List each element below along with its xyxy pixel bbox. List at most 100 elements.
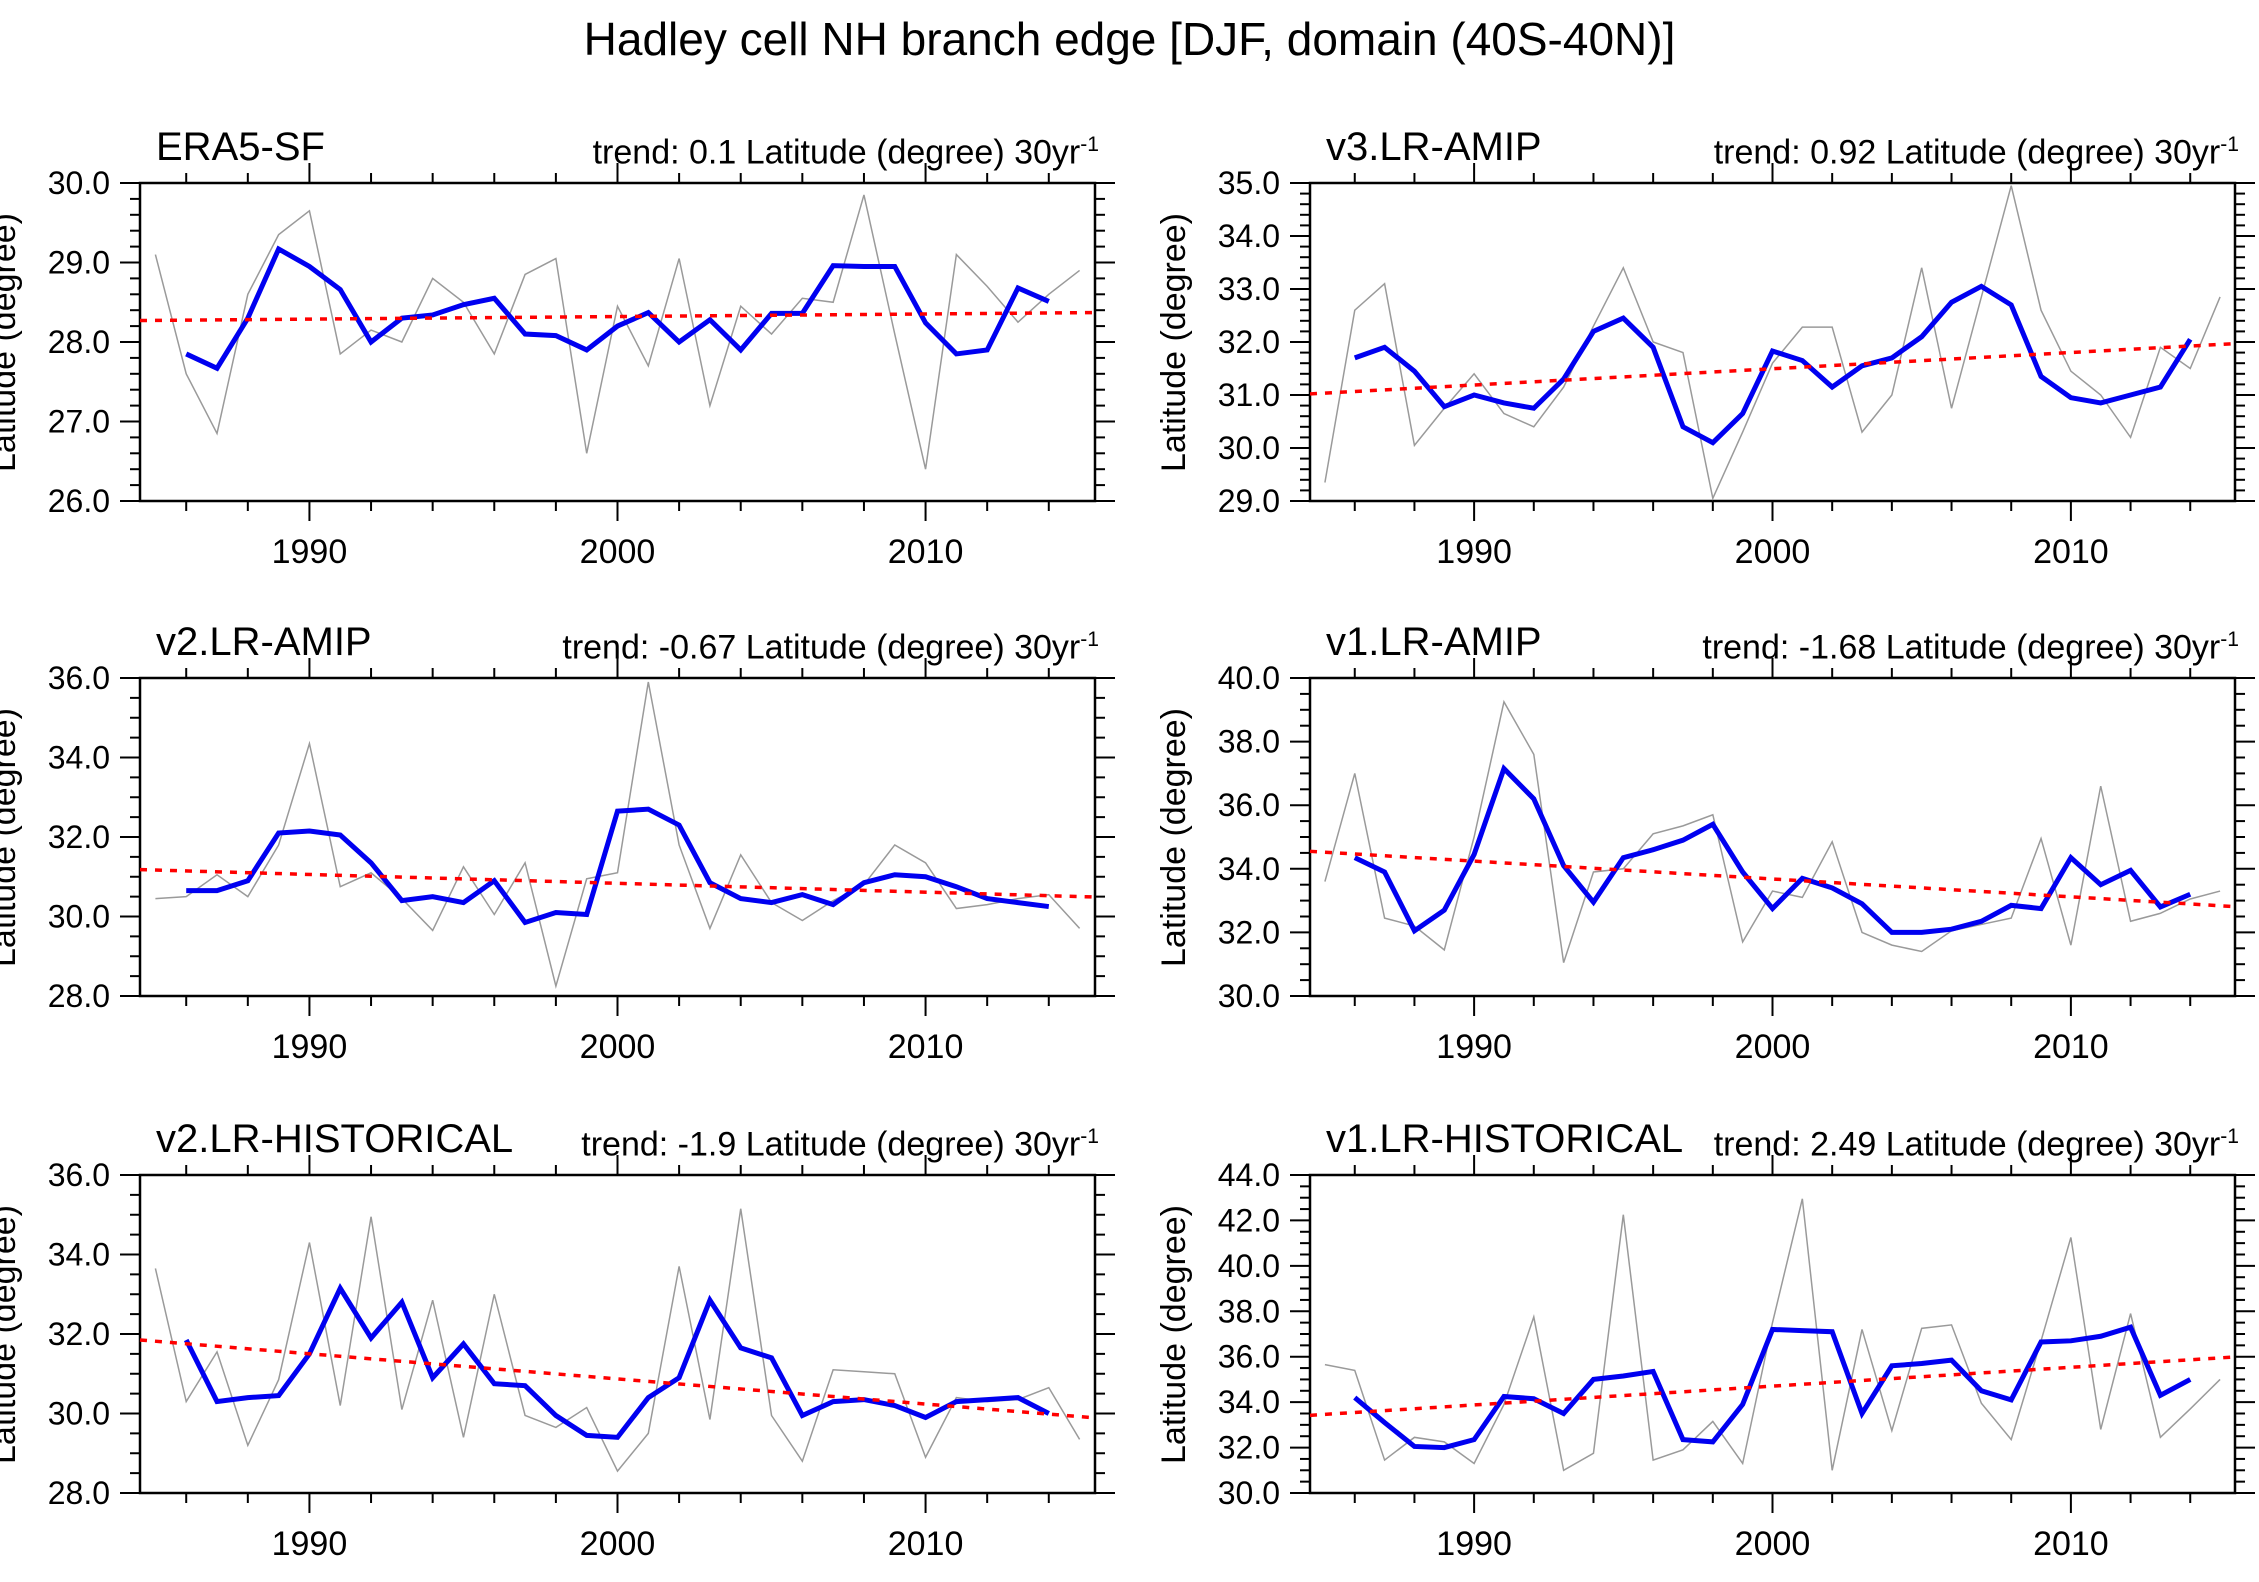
svg-text:36.0: 36.0 <box>1218 1339 1280 1375</box>
svg-text:2000: 2000 <box>580 1028 656 1066</box>
svg-text:36.0: 36.0 <box>48 660 110 696</box>
svg-text:30.0: 30.0 <box>48 165 110 201</box>
svg-text:30.0: 30.0 <box>1218 978 1280 1014</box>
panel-title: v2.LR-HISTORICAL <box>156 1117 514 1161</box>
svg-text:2000: 2000 <box>580 533 656 571</box>
series-5yr-running-mean <box>186 806 1050 926</box>
svg-text:31.0: 31.0 <box>1218 377 1280 413</box>
svg-text:30.0: 30.0 <box>48 1396 110 1432</box>
trend-text: trend: 2.49 Latitude (degree) 30yr <box>1713 1125 2221 1164</box>
svg-text:2000: 2000 <box>580 1525 656 1563</box>
panel-title: v1.LR-HISTORICAL <box>1326 1117 1684 1161</box>
trend-exponent: -1 <box>2220 628 2239 651</box>
plot-svg: 29.0 30.0 31.0 32.0 33.0 34.0 35.0 1990 2000 2010 <box>1218 163 2255 571</box>
svg-text:29.0: 29.0 <box>48 245 110 281</box>
svg-text:40.0: 40.0 <box>1218 1248 1280 1284</box>
svg-text:40.0: 40.0 <box>1218 660 1280 696</box>
panel-era5-sf: ERA5-SF trend: 0.1 Latitude (degree) 30y… <box>0 125 1115 571</box>
series-annual-mean <box>1324 1198 2221 1472</box>
svg-text:2010: 2010 <box>2033 1525 2109 1563</box>
plot-svg: 28.0 30.0 32.0 34.0 36.0 1990 2000 2010 <box>48 1155 1115 1563</box>
svg-text:2010: 2010 <box>888 1028 964 1066</box>
series-linear-trend <box>139 1338 1096 1420</box>
svg-text:36.0: 36.0 <box>48 1157 110 1193</box>
series-5yr-running-mean <box>1353 283 2193 446</box>
panel-v2-lr-historical: v2.LR-HISTORICAL trend: -1.9 Latitude (d… <box>0 1117 1115 1563</box>
panel-v1-lr-historical: v1.LR-HISTORICAL trend: 2.49 Latitude (d… <box>1155 1117 2255 1563</box>
svg-text:32.0: 32.0 <box>1218 1430 1280 1466</box>
svg-text:38.0: 38.0 <box>1218 724 1280 760</box>
svg-text:29.0: 29.0 <box>1218 483 1280 519</box>
svg-text:34.0: 34.0 <box>1218 1384 1280 1420</box>
svg-text:2010: 2010 <box>888 1525 964 1563</box>
series-linear-trend <box>1309 341 2236 396</box>
svg-text:30.0: 30.0 <box>48 899 110 935</box>
plot-svg: 26.0 27.0 28.0 29.0 30.0 1990 2000 2010 <box>48 163 1115 571</box>
series-5yr-running-mean <box>185 245 1050 372</box>
svg-text:44.0: 44.0 <box>1218 1157 1280 1193</box>
panel-v1-lr-amip: v1.LR-AMIP trend: -1.68 Latitude (degree… <box>1155 620 2255 1066</box>
series-annual-mean <box>155 681 1081 989</box>
svg-text:28.0: 28.0 <box>48 1475 110 1511</box>
trend-label: trend: 2.49 Latitude (degree) 30yr-1 <box>1714 1125 2239 1164</box>
svg-text:2010: 2010 <box>2033 533 2109 571</box>
series-annual-mean <box>154 194 1081 470</box>
svg-text:42.0: 42.0 <box>1218 1202 1280 1238</box>
svg-text:32.0: 32.0 <box>48 1316 110 1352</box>
svg-text:38.0: 38.0 <box>1218 1293 1280 1329</box>
series-5yr-running-mean <box>1353 764 2192 935</box>
series-linear-trend <box>1309 849 2236 909</box>
series-5yr-running-mean <box>1353 1324 2192 1451</box>
trend-exponent: -1 <box>1080 133 1099 156</box>
trend-text: trend: -1.9 Latitude (degree) 30yr <box>581 1125 1081 1164</box>
panel-title: v3.LR-AMIP <box>1326 125 1542 169</box>
svg-text:27.0: 27.0 <box>48 404 110 440</box>
plot-svg: 28.0 30.0 32.0 34.0 36.0 1990 2000 2010 <box>48 658 1115 1066</box>
panel-title: ERA5-SF <box>156 125 325 169</box>
svg-text:34.0: 34.0 <box>1218 851 1280 887</box>
svg-text:2000: 2000 <box>1735 533 1811 571</box>
svg-text:34.0: 34.0 <box>48 1237 110 1273</box>
svg-text:1990: 1990 <box>1436 1028 1512 1066</box>
panel-title: v2.LR-AMIP <box>156 620 372 664</box>
trend-label: trend: 0.1 Latitude (degree) 30yr-1 <box>593 133 1099 172</box>
trend-text: trend: -0.67 Latitude (degree) 30yr <box>562 628 1081 667</box>
svg-text:28.0: 28.0 <box>48 978 110 1014</box>
svg-text:33.0: 33.0 <box>1218 271 1280 307</box>
trend-text: trend: -1.68 Latitude (degree) 30yr <box>1702 628 2221 667</box>
svg-text:26.0: 26.0 <box>48 483 110 519</box>
trend-exponent: -1 <box>1080 1125 1099 1148</box>
svg-text:35.0: 35.0 <box>1218 165 1280 201</box>
svg-text:1990: 1990 <box>1436 1525 1512 1563</box>
svg-text:2010: 2010 <box>2033 1028 2109 1066</box>
trend-exponent: -1 <box>2220 133 2239 156</box>
series-annual-mean <box>1324 185 2221 501</box>
plot-svg: 30.0 32.0 34.0 36.0 38.0 40.0 42.0 44.0 1990 2000… <box>1218 1155 2255 1563</box>
series-linear-trend <box>139 867 1096 899</box>
svg-text:30.0: 30.0 <box>1218 430 1280 466</box>
svg-text:30.0: 30.0 <box>1218 1475 1280 1511</box>
trend-label: trend: -0.67 Latitude (degree) 30yr-1 <box>562 628 1099 667</box>
svg-text:1990: 1990 <box>272 1525 348 1563</box>
trend-label: trend: 0.92 Latitude (degree) 30yr-1 <box>1714 133 2239 172</box>
svg-text:32.0: 32.0 <box>1218 914 1280 950</box>
svg-text:2000: 2000 <box>1735 1028 1811 1066</box>
panel-title: v1.LR-AMIP <box>1326 620 1542 664</box>
panel-v3-lr-amip: v3.LR-AMIP trend: 0.92 Latitude (degree)… <box>1155 125 2255 571</box>
series-5yr-running-mean <box>183 1283 1050 1440</box>
svg-text:2010: 2010 <box>888 533 964 571</box>
svg-text:32.0: 32.0 <box>1218 324 1280 360</box>
panel-v2-lr-amip: v2.LR-AMIP trend: -0.67 Latitude (degree… <box>0 620 1115 1066</box>
series-linear-trend <box>1309 1355 2236 1418</box>
series-linear-trend <box>139 310 1096 323</box>
svg-text:36.0: 36.0 <box>1218 787 1280 823</box>
trend-exponent: -1 <box>1080 628 1099 651</box>
series-annual-mean <box>1324 699 2221 963</box>
svg-text:1990: 1990 <box>272 533 348 571</box>
figure-title: Hadley cell NH branch edge [DJF, domain … <box>583 13 1676 65</box>
svg-text:28.0: 28.0 <box>48 324 110 360</box>
trend-text: trend: 0.1 Latitude (degree) 30yr <box>592 133 1081 172</box>
series-annual-mean <box>154 1208 1081 1473</box>
trend-exponent: -1 <box>2220 1125 2239 1148</box>
